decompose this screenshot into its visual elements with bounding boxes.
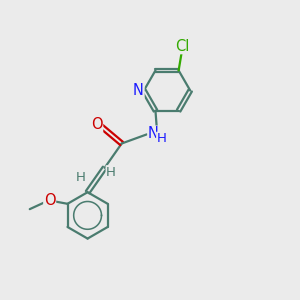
Text: H: H	[106, 166, 116, 179]
Text: O: O	[44, 193, 56, 208]
Text: H: H	[157, 132, 166, 145]
Text: Cl: Cl	[175, 39, 189, 54]
Text: N: N	[148, 126, 159, 141]
Text: H: H	[76, 171, 86, 184]
Text: N: N	[133, 83, 144, 98]
Text: O: O	[91, 117, 103, 132]
